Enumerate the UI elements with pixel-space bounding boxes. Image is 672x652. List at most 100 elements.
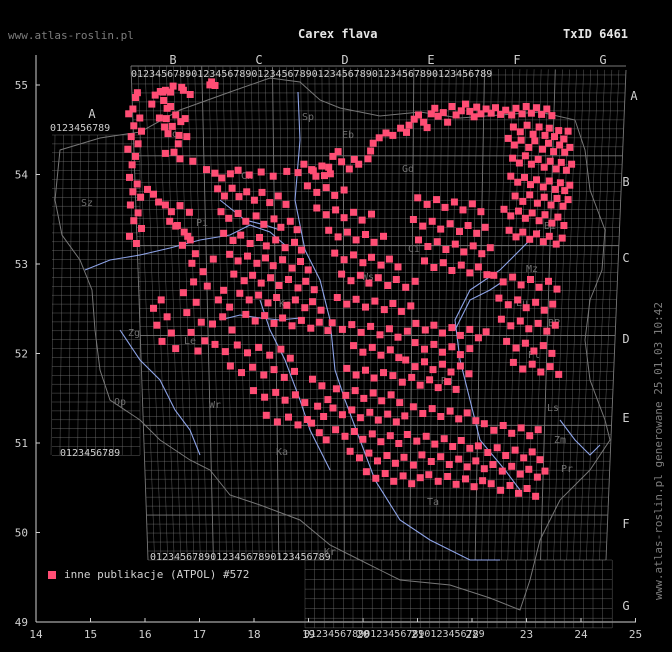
record-marker	[487, 109, 495, 117]
record-marker	[497, 110, 505, 118]
record-marker	[511, 446, 519, 454]
grid-meridian	[435, 68, 443, 561]
record-marker	[452, 385, 460, 393]
record-marker	[185, 208, 193, 216]
grid-west	[50, 134, 141, 456]
river	[559, 419, 601, 456]
record-marker	[511, 192, 519, 200]
record-marker	[160, 97, 168, 104]
record-marker	[167, 88, 175, 96]
record-marker	[466, 345, 474, 353]
record-marker	[519, 197, 527, 205]
grid-meridian	[546, 69, 563, 561]
record-marker	[525, 325, 533, 333]
record-marker	[389, 372, 397, 380]
record-marker	[541, 467, 549, 475]
record-marker	[525, 465, 533, 473]
record-marker	[497, 486, 505, 494]
record-marker	[448, 103, 456, 110]
record-marker	[255, 291, 263, 299]
record-marker	[133, 180, 141, 188]
record-marker	[285, 276, 292, 283]
record-marker	[498, 467, 506, 475]
record-marker	[412, 319, 420, 327]
record-marker	[233, 341, 241, 349]
record-marker	[568, 160, 576, 168]
record-marker	[539, 145, 546, 153]
x-tick-label: 25	[629, 628, 642, 641]
record-marker	[364, 155, 372, 163]
record-marker	[556, 141, 564, 149]
record-marker	[221, 348, 229, 356]
record-marker	[249, 271, 257, 279]
record-marker	[466, 444, 474, 452]
river	[454, 279, 506, 331]
region-label: Sz	[81, 198, 93, 209]
record-marker	[515, 489, 522, 497]
record-marker	[126, 173, 133, 181]
record-marker	[237, 231, 245, 239]
record-marker	[482, 105, 490, 113]
river	[219, 314, 301, 321]
record-marker	[273, 294, 281, 301]
record-marker	[161, 149, 169, 157]
record-marker	[346, 447, 354, 455]
record-marker	[183, 133, 191, 141]
record-marker	[533, 176, 540, 184]
grid-meridian	[560, 69, 577, 561]
record-marker	[219, 313, 227, 321]
record-marker	[242, 217, 250, 225]
record-marker	[322, 436, 330, 444]
record-marker	[472, 417, 480, 425]
record-marker	[188, 259, 196, 267]
record-marker	[161, 86, 169, 94]
record-marker	[293, 226, 301, 234]
record-marker	[456, 331, 464, 339]
record-marker	[397, 124, 405, 132]
record-marker	[245, 296, 253, 304]
record-marker	[374, 416, 382, 424]
grid-meridian	[300, 67, 306, 561]
record-marker	[409, 403, 417, 411]
record-marker	[270, 215, 278, 223]
record-marker	[545, 139, 552, 147]
record-marker	[509, 273, 517, 281]
record-marker	[301, 399, 309, 407]
record-marker	[357, 328, 365, 336]
grid-square-letter: C	[622, 251, 629, 265]
record-marker	[340, 256, 348, 264]
record-marker	[266, 351, 274, 359]
y-tick-label: 52	[15, 348, 28, 361]
record-marker	[448, 324, 456, 332]
region-label: Zm	[554, 435, 566, 446]
record-marker	[338, 411, 346, 419]
record-marker	[469, 242, 477, 250]
record-marker	[281, 244, 289, 252]
record-marker	[437, 413, 445, 420]
record-marker	[130, 217, 138, 225]
grid-meridian	[455, 68, 464, 561]
record-marker	[272, 388, 280, 396]
record-marker	[275, 282, 283, 289]
record-marker	[148, 100, 156, 108]
record-marker	[403, 128, 410, 136]
record-marker	[509, 358, 517, 366]
x-tick-label: 23	[520, 628, 533, 641]
record-marker	[392, 276, 400, 283]
record-marker	[527, 160, 535, 168]
record-marker	[539, 342, 547, 350]
record-marker	[179, 289, 187, 297]
record-marker	[351, 387, 359, 395]
record-marker	[385, 325, 393, 333]
record-marker	[403, 327, 411, 335]
record-marker	[381, 470, 389, 477]
record-marker	[294, 284, 302, 292]
x-tick-label: 18	[247, 628, 260, 641]
record-marker	[448, 343, 456, 351]
record-marker	[291, 296, 299, 304]
record-marker	[256, 234, 263, 241]
record-marker	[521, 339, 529, 347]
record-marker	[415, 111, 422, 119]
grid-meridian	[271, 67, 280, 561]
record-marker	[187, 328, 195, 336]
